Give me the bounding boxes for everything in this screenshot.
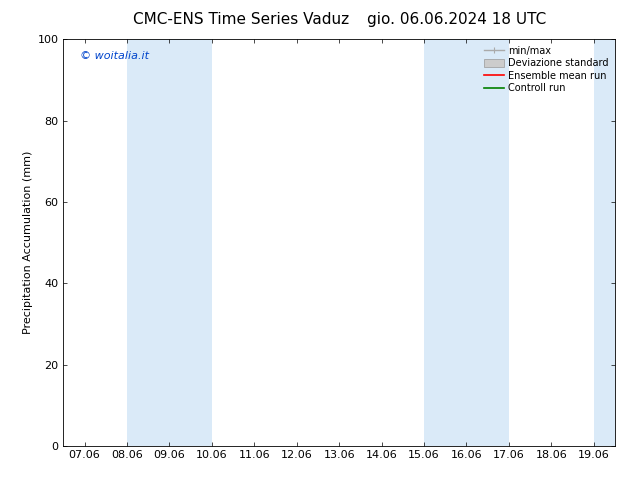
Bar	[127, 39, 212, 446]
Y-axis label: Precipitation Accumulation (mm): Precipitation Accumulation (mm)	[23, 151, 34, 334]
Text: CMC-ENS Time Series Vaduz: CMC-ENS Time Series Vaduz	[133, 12, 349, 27]
Text: gio. 06.06.2024 18 UTC: gio. 06.06.2024 18 UTC	[367, 12, 546, 27]
Text: © woitalia.it: © woitalia.it	[80, 51, 149, 61]
Bar	[594, 39, 634, 446]
Legend: min/max, Deviazione standard, Ensemble mean run, Controll run: min/max, Deviazione standard, Ensemble m…	[482, 44, 610, 95]
Bar	[424, 39, 509, 446]
